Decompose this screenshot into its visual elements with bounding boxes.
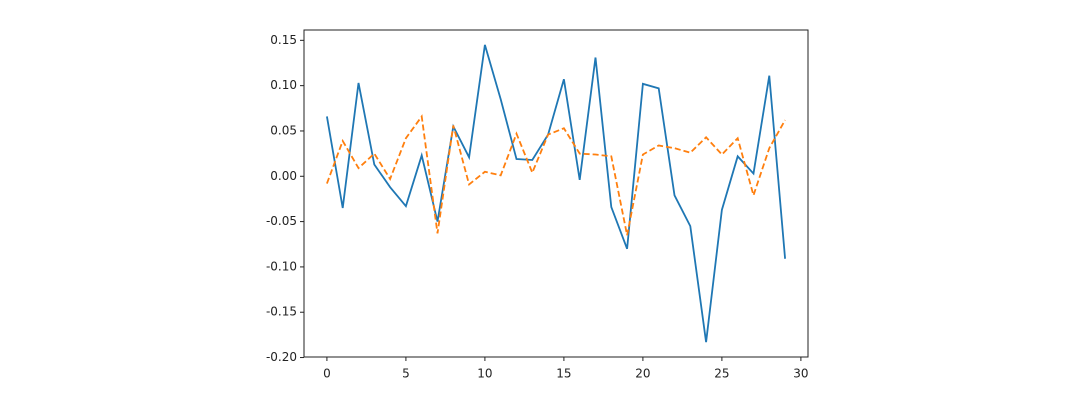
x-tick-label: 0 [323, 367, 331, 381]
y-tick-label: 0.10 [270, 78, 297, 92]
x-tick-label: 25 [714, 367, 729, 381]
y-tick-label: 0.05 [270, 123, 297, 137]
series-line [326, 114, 786, 236]
series-line [326, 44, 786, 343]
y-tick-label: -0.15 [266, 305, 297, 319]
y-tick-label: 0.00 [270, 169, 297, 183]
x-tick-label: 30 [793, 367, 808, 381]
x-tick-label: 5 [402, 367, 410, 381]
x-tick-label: 20 [635, 367, 650, 381]
x-tick-label: 15 [556, 367, 571, 381]
y-tick-label: -0.10 [266, 259, 297, 273]
y-tick-label: 0.15 [270, 33, 297, 47]
plot-frame [303, 29, 809, 358]
y-tick-label: -0.05 [266, 214, 297, 228]
x-tick-label: 10 [477, 367, 492, 381]
y-tick-label: -0.20 [266, 350, 297, 364]
